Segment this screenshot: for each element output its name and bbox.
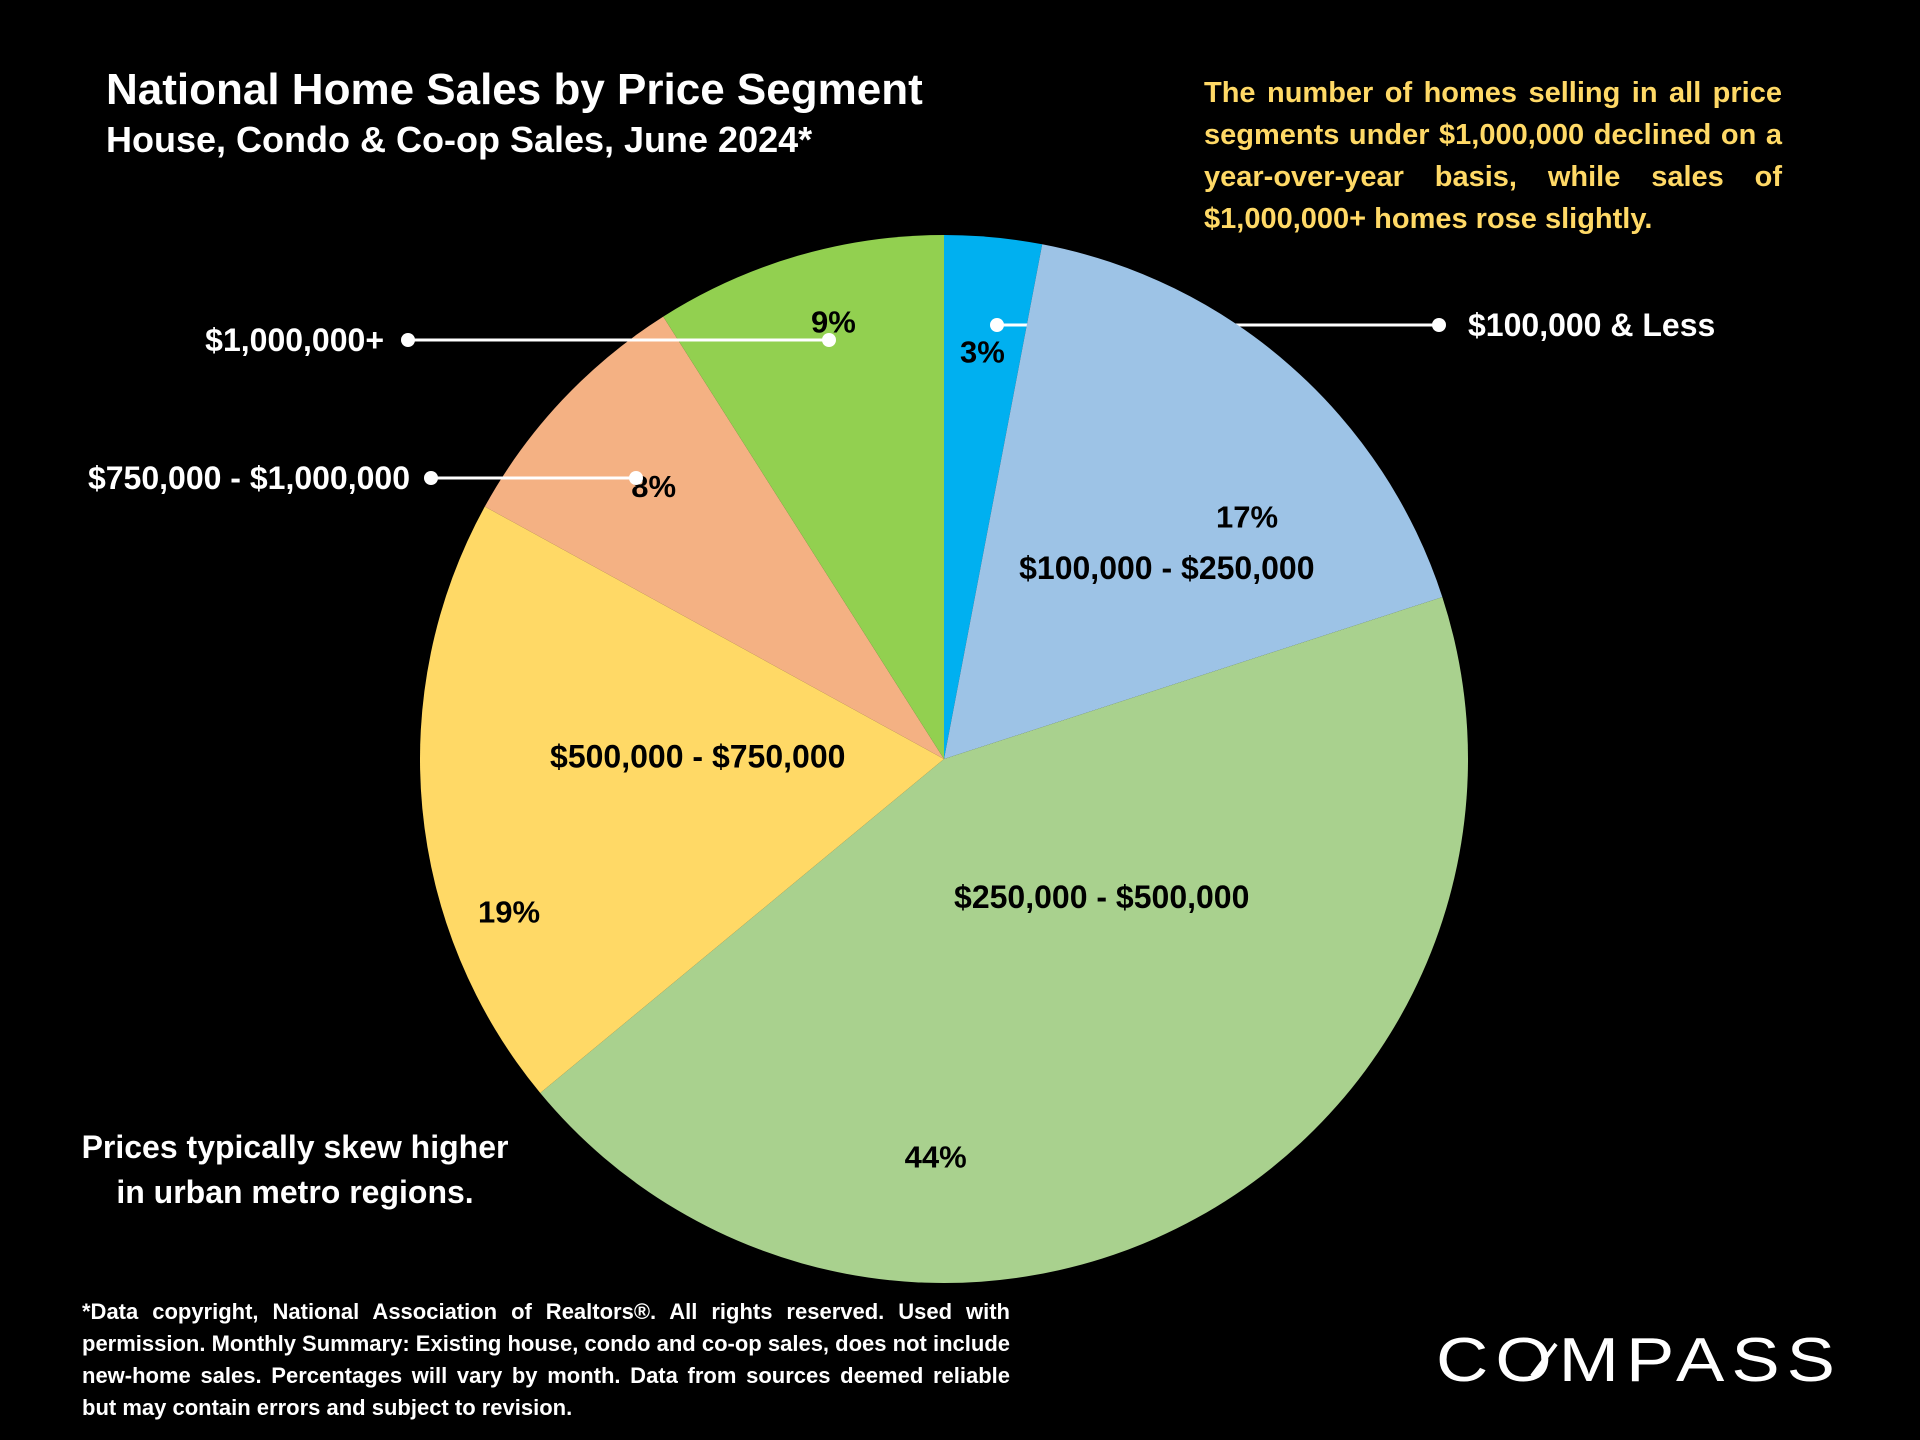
slice-category-label: $750,000 - $1,000,000 xyxy=(88,460,410,496)
slice-category-label: $100,000 - $250,000 xyxy=(1019,550,1314,586)
callout-dot xyxy=(424,471,438,485)
slice-percent-label: 19% xyxy=(478,895,540,930)
slice-percent-label: 3% xyxy=(960,335,1005,370)
pie-slice-500-000-750-000 xyxy=(420,506,944,1094)
pie-slice-1-000-000 xyxy=(663,235,944,759)
callout-dot xyxy=(401,333,415,347)
slice-percent-label: 9% xyxy=(811,305,856,340)
pie-slice-250-000-500-000 xyxy=(540,597,1468,1283)
pie-slice-750-000-1-000-000 xyxy=(484,316,944,759)
urban-note-line-2: in urban metro regions. xyxy=(116,1174,474,1210)
data-source-footnote: *Data copyright, National Association of… xyxy=(82,1299,1010,1420)
slice-category-label: $500,000 - $750,000 xyxy=(550,738,845,774)
slice-category-label: $250,000 - $500,000 xyxy=(954,879,1249,915)
chart-title: National Home Sales by Price Segment xyxy=(106,65,923,114)
compass-logo: COMPASS xyxy=(1436,1326,1842,1395)
slice-percent-label: 17% xyxy=(1216,500,1278,535)
chart-subtitle: House, Condo & Co-op Sales, June 2024* xyxy=(106,119,813,160)
callout-dot xyxy=(629,471,643,485)
callout-dot xyxy=(990,318,1004,332)
year-over-year-note: The number of homes selling in all price… xyxy=(1204,77,1782,235)
slice-category-label: $1,000,000+ xyxy=(205,322,384,358)
compass-logo-text: COMPASS xyxy=(1436,1326,1842,1395)
pie-slice-100-000-250-000 xyxy=(944,244,1443,759)
urban-skew-note: Prices typically skew higher in urban me… xyxy=(70,1125,520,1215)
slice-category-label: $100,000 & Less xyxy=(1468,307,1715,343)
slice-percent-label: 44% xyxy=(905,1140,967,1175)
compass-needle-icon xyxy=(1530,1342,1558,1378)
pie-slice-100-000-less xyxy=(944,235,1043,759)
callout-dot xyxy=(822,333,836,347)
callout-dot xyxy=(1432,318,1446,332)
urban-note-line-1: Prices typically skew higher xyxy=(81,1129,509,1165)
